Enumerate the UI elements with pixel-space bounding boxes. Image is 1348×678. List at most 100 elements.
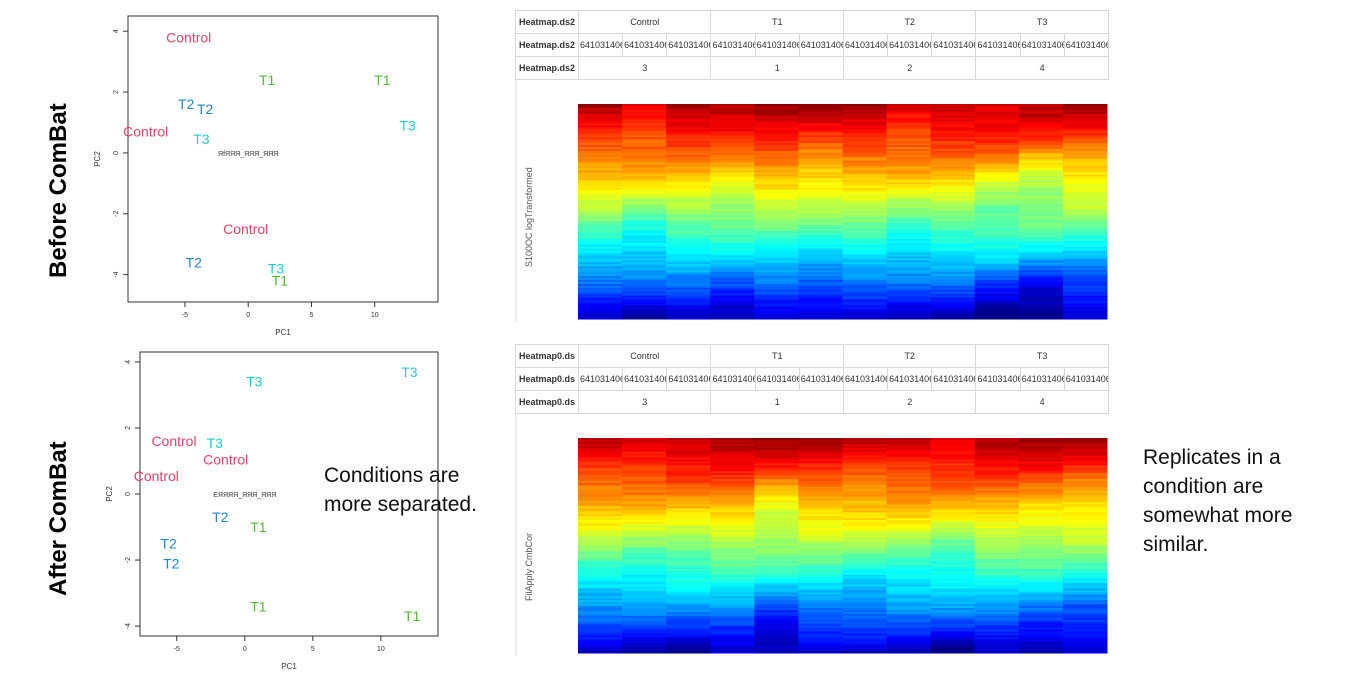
row-header: Heatmap0.ds <box>515 390 579 414</box>
batch-cell: 4 <box>975 56 1109 80</box>
heatmap-svg <box>515 80 1108 322</box>
heatmap-column <box>930 104 976 320</box>
y-tick-label: 4 <box>113 29 120 33</box>
sample-cell: 641031406 <box>710 33 756 57</box>
before-combat-label: Before ComBat <box>45 103 72 278</box>
heatmap-y-label: S100OC logTransformed <box>524 166 534 267</box>
x-tick-label: 10 <box>371 312 379 319</box>
heatmap-column <box>1018 438 1064 654</box>
heatmap-column <box>666 104 711 320</box>
sample-cell: 641031406 <box>931 33 977 57</box>
point-label-control: Control <box>223 221 268 237</box>
heatmap-note: Replicates in a condition are somewhat m… <box>1143 446 1293 556</box>
batch-cell: 4 <box>975 390 1109 414</box>
sample-cell: 641031406 <box>754 33 800 57</box>
sample-cell: 641031406 <box>798 367 844 391</box>
sample-cell: 641031406 <box>1063 367 1109 391</box>
pca-note: Conditions are more separated. <box>324 464 477 516</box>
x-tick-label: 5 <box>311 646 315 653</box>
batch-row: Heatmap0.ds 3 1 2 4 <box>515 390 1109 414</box>
group-row: Heatmap0.ds Control T1 T2 T3 <box>515 344 1109 368</box>
sample-row: Heatmap.ds2 641031406 641031406 641031406 64… <box>515 33 1109 57</box>
pca-svg: -5 0 5 10 -4 -2 0 2 4 PC1 PC2 ЯfЯЯЯ_ЯЯЯ_ЯЯЯ Control C… <box>93 15 439 337</box>
heatmap-column <box>710 104 755 320</box>
point-label-t1: T1 <box>404 608 421 624</box>
heatmap-column <box>578 438 623 654</box>
heatmap-svg <box>515 414 1108 656</box>
heatmap-column <box>974 104 1020 320</box>
x-tick-label: 10 <box>377 646 385 653</box>
heatmap-column <box>622 438 667 654</box>
heatmap-column <box>754 104 799 320</box>
after-combat-label: After ComBat <box>45 441 72 596</box>
heatmap-column <box>798 438 843 654</box>
heatmap-before: Heatmap.ds2 Control T1 T2 T3 Heatmap.ds2 64103… <box>515 10 1109 322</box>
batch-cell: 3 <box>577 390 712 414</box>
point-label-t3: T3 <box>246 374 263 390</box>
pca-svg: -5 0 5 10 -4 -2 0 2 4 PC1 PC2 EЯЯЯЯ_ЯЯЯ_ЯЯЯ Control C… <box>105 351 439 671</box>
heatmap-annotation-table: Heatmap0.ds Control T1 T2 T3 Heatmap0.ds 64103… <box>515 344 1109 414</box>
x-tick-label: 5 <box>310 312 314 319</box>
sample-cell: 641031406 <box>842 33 889 57</box>
point-label-t2: T2 <box>186 254 203 270</box>
point-label-t3: T3 <box>268 261 285 277</box>
point-label-t1: T1 <box>272 273 289 289</box>
heatmap-column <box>754 438 799 654</box>
point-label-t2: T2 <box>212 509 229 525</box>
point-label-t1: T1 <box>259 72 276 88</box>
point-label-t2: T2 <box>160 536 177 552</box>
pca-plot-after: -5 0 5 10 -4 -2 0 2 4 PC1 PC2 EЯЯЯЯ_ЯЯЯ_ЯЯЯ Control C… <box>90 348 450 676</box>
sample-cell: 641031406 <box>1063 33 1109 57</box>
y-tick-label: -2 <box>125 557 132 563</box>
point-label-control: Control <box>203 451 248 467</box>
point-label-control: Control <box>151 433 196 449</box>
pca-plot-before: -5 0 5 10 -4 -2 0 2 4 PC1 PC2 ЯfЯЯЯ_ЯЯЯ_ЯЯЯ Control C… <box>90 12 450 342</box>
point-label-control: Control <box>123 124 168 140</box>
heatmap-column <box>578 104 623 320</box>
plot-frame <box>127 15 439 303</box>
batch-cell: 1 <box>710 390 844 414</box>
heatmap-column <box>842 104 888 320</box>
row-header: Heatmap.ds2 <box>515 33 579 57</box>
heatmap-column <box>1062 104 1108 320</box>
point-label-t2: T2 <box>178 96 195 112</box>
point-label-t3: T3 <box>401 364 418 380</box>
sample-cell: 641031406 <box>666 367 712 391</box>
x-axis-label: PC1 <box>275 328 291 337</box>
point-label-t2: T2 <box>163 555 180 571</box>
batch-cell: 3 <box>577 56 712 80</box>
y-tick-label: 4 <box>125 360 132 364</box>
sample-cell: 641031406 <box>754 367 800 391</box>
heatmap-column <box>666 438 711 654</box>
x-tick-label: 0 <box>246 312 250 319</box>
heatmap-annotation-table: Heatmap.ds2 Control T1 T2 T3 Heatmap.ds2 64103… <box>515 10 1109 80</box>
heatmap-column <box>798 104 843 320</box>
y-tick-label: 2 <box>125 426 132 430</box>
center-overlap-label: ЯfЯЯЯ_ЯЯЯ_ЯЯЯ <box>218 151 278 158</box>
sample-cell: 641031406 <box>577 33 624 57</box>
group-cell: T2 <box>842 344 977 368</box>
sample-cell: 641031406 <box>622 33 668 57</box>
point-label-t3: T3 <box>207 435 224 451</box>
heatmap-column <box>1018 104 1064 320</box>
y-tick-label: -2 <box>113 211 120 217</box>
center-overlap-label: EЯЯЯЯ_ЯЯЯ_ЯЯЯ <box>213 492 276 499</box>
point-label-t1: T1 <box>250 519 267 535</box>
y-tick-label: 0 <box>125 492 132 496</box>
point-label-t1: T1 <box>250 598 267 614</box>
row-header: Heatmap.ds2 <box>515 56 579 80</box>
sample-cell: 641031406 <box>710 367 756 391</box>
point-label-control: Control <box>134 468 179 484</box>
x-tick-label: -5 <box>182 312 188 319</box>
x-tick-label: 0 <box>243 646 247 653</box>
point-label-t3: T3 <box>193 131 210 147</box>
y-axis-label: PC2 <box>93 151 102 167</box>
batch-row: Heatmap.ds2 3 1 2 4 <box>515 56 1109 80</box>
group-cell: T3 <box>975 10 1109 34</box>
point-label-t1: T1 <box>374 72 391 88</box>
group-cell: T3 <box>975 344 1109 368</box>
sample-row: Heatmap0.ds 641031406 641031406 641031406 64… <box>515 367 1109 391</box>
y-axis-label: PC2 <box>105 486 114 502</box>
heatmap-column <box>930 438 976 654</box>
sample-cell: 641031406 <box>1019 33 1065 57</box>
